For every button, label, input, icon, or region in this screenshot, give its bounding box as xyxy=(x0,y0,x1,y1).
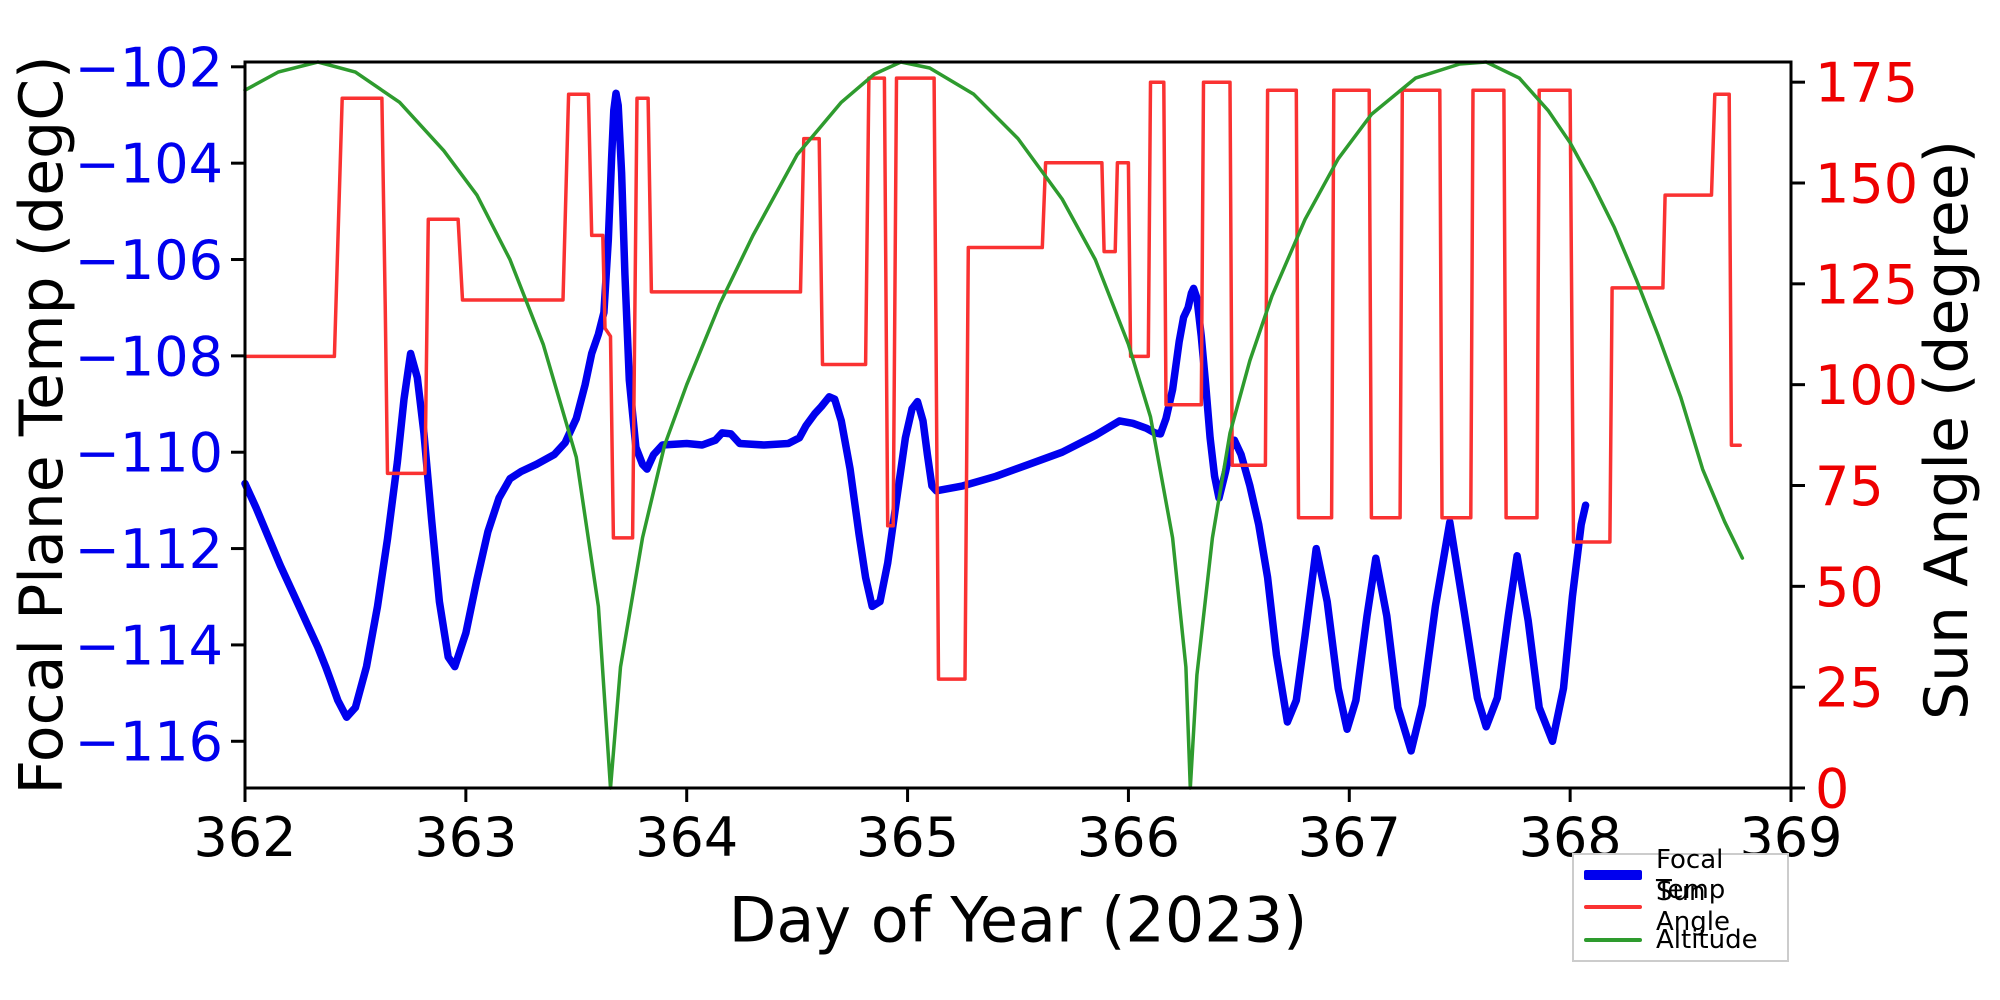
x-tick-label: 367 xyxy=(1298,806,1401,869)
x-axis-title: Day of Year (2023) xyxy=(728,883,1308,957)
left-tick-label: −102 xyxy=(75,36,223,99)
plot-border xyxy=(243,60,1793,790)
right-tick-label: 100 xyxy=(1815,354,1918,417)
right-tick-label: 175 xyxy=(1815,52,1918,115)
sun-angle-line-sample xyxy=(1584,905,1642,910)
x-tick-label: 364 xyxy=(635,806,738,869)
right-axis-title: Sun Angle (degree) xyxy=(1912,139,1982,721)
x-tick-label: 365 xyxy=(856,806,959,869)
right-tick-label: 75 xyxy=(1815,455,1884,518)
left-tick-label: −116 xyxy=(75,711,223,774)
right-tick-label: 0 xyxy=(1815,757,1849,820)
legend-item-sun-angle: Sun Angle xyxy=(1584,877,1777,937)
x-tick-label: 362 xyxy=(193,806,296,869)
left-tick-label: −104 xyxy=(75,133,223,196)
legend-label: Focal Temp xyxy=(1656,845,1726,906)
x-tick-label: 366 xyxy=(1077,806,1180,869)
focal-temp-line-sample xyxy=(1584,870,1642,881)
left-tick-label: −114 xyxy=(75,614,223,677)
right-tick-label: 125 xyxy=(1815,253,1918,316)
legend: Focal Temp Sun Angle Altitude xyxy=(1572,845,1789,962)
sun-angle-line xyxy=(243,76,1742,681)
right-tick-label: 25 xyxy=(1815,657,1884,720)
left-tick-label: −112 xyxy=(75,518,223,581)
x-tick-label: 363 xyxy=(414,806,517,869)
altitude-line xyxy=(243,60,1745,790)
legend-label: Altitude xyxy=(1656,924,1758,955)
left-axis-title: Focal Plane Temp (degC) xyxy=(7,55,77,795)
right-tick-label: 150 xyxy=(1815,152,1918,215)
left-tick-label: −108 xyxy=(75,325,223,388)
legend-label: Sun Angle xyxy=(1656,877,1730,938)
altitude-line-sample xyxy=(1584,937,1642,942)
legend-item-altitude: Altitude xyxy=(1584,925,1777,955)
legend-item-focal-temp: Focal Temp xyxy=(1584,845,1777,905)
right-tick-label: 50 xyxy=(1815,556,1884,619)
focal-temp-line xyxy=(241,89,1590,755)
left-tick-label: −106 xyxy=(75,229,223,292)
left-tick-label: −110 xyxy=(75,422,223,485)
